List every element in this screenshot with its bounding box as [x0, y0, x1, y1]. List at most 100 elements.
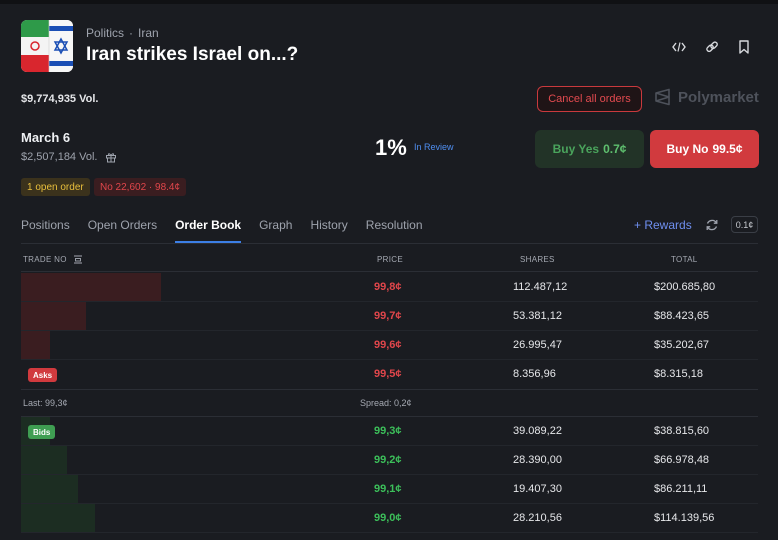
market-volume: $2,507,184 Vol.: [21, 151, 117, 163]
tab-graph[interactable]: Graph: [259, 218, 293, 232]
market-volume-value: $2,507,184 Vol.: [21, 151, 98, 163]
breadcrumb-subcategory[interactable]: Iran: [138, 26, 159, 40]
ask-price: 99,5¢: [374, 368, 402, 380]
ask-total: $35.202,67: [654, 339, 710, 351]
ask-depth-bar: [21, 273, 161, 302]
asks-badge: Asks: [28, 368, 58, 382]
row-divider: [21, 359, 758, 360]
ask-total: $88.423,65: [654, 310, 710, 322]
buy-no-button[interactable]: Buy No 99.5¢: [650, 130, 759, 168]
tab-divider: [21, 243, 758, 244]
ask-total: $8.315,18: [654, 368, 703, 380]
embed-button[interactable]: [668, 36, 690, 58]
bid-row[interactable]: 99,0¢ 28.210,56 $114.139,56: [21, 504, 758, 533]
tab-order-book[interactable]: Order Book: [175, 216, 242, 243]
ask-price: 99,6¢: [374, 339, 402, 351]
column-header-trade: TRADE NO: [23, 255, 83, 264]
ask-total: $200.685,80: [654, 281, 716, 293]
bid-depth-bar: [21, 446, 67, 475]
ask-shares: 8.356,96: [513, 368, 556, 380]
refresh-icon: [706, 219, 718, 231]
row-divider: [21, 445, 758, 446]
row-divider: [21, 474, 758, 475]
row-divider: [21, 301, 758, 302]
bid-shares: 28.390,00: [513, 454, 562, 466]
ask-row[interactable]: 99,7¢ 53.381,12 $88.423,65: [21, 302, 758, 331]
bid-depth-bar: [21, 475, 78, 504]
buy-no-label: Buy No: [666, 142, 709, 156]
bid-shares: 28.210,56: [513, 512, 562, 524]
last-price: Last: 99,3¢: [23, 398, 68, 408]
tab-open-orders[interactable]: Open Orders: [87, 218, 158, 232]
bid-shares: 19.407,30: [513, 483, 562, 495]
buy-yes-price: 0.7¢: [603, 142, 627, 156]
brand-name: Polymarket: [678, 88, 759, 106]
bid-row[interactable]: Bids 99,3¢ 39.089,22 $38.815,60: [21, 417, 758, 446]
bid-price: 99,1¢: [374, 483, 402, 495]
buy-no-price: 99.5¢: [712, 142, 743, 156]
cancel-all-orders-button[interactable]: Cancel all orders: [537, 86, 642, 112]
filter-icon[interactable]: [73, 255, 83, 264]
spread-value: Spread: 0,2¢: [360, 398, 412, 408]
market-thumbnail: [21, 20, 73, 72]
rewards-link[interactable]: + Rewards: [634, 218, 692, 232]
ask-depth-bar: [21, 302, 86, 331]
column-header-shares: SHARES: [520, 255, 555, 264]
polymarket-logo: Polymarket: [654, 88, 759, 106]
total-volume: $9,774,935 Vol.: [21, 93, 99, 105]
ask-shares: 26.995,47: [513, 339, 562, 351]
spread-row: Last: 99,3¢ Spread: 0,2¢: [21, 389, 758, 417]
tick-size-selector[interactable]: 0.1¢: [731, 216, 758, 233]
ask-shares: 53.381,12: [513, 310, 562, 322]
open-orders-badge[interactable]: 1 open order: [21, 178, 90, 196]
code-icon: [672, 42, 686, 52]
position-badge[interactable]: No 22,602 · 98.4¢: [94, 178, 187, 196]
bid-price: 99,2¢: [374, 454, 402, 466]
ask-row[interactable]: 99,6¢ 26.995,47 $35.202,67: [21, 331, 758, 360]
breadcrumb-category[interactable]: Politics: [86, 26, 125, 40]
market-date: March 6: [21, 130, 71, 145]
tab-positions[interactable]: Positions: [21, 218, 70, 232]
outcome-probability: 1%: [375, 135, 407, 160]
bid-depth-bar: [21, 504, 95, 533]
top-border: [0, 0, 778, 4]
ask-row[interactable]: Asks 99,5¢ 8.356,96 $8.315,18: [21, 360, 758, 389]
ask-row[interactable]: 99,8¢ 112.487,12 $200.685,80: [21, 273, 758, 302]
bid-total: $38.815,60: [654, 425, 710, 437]
bids-badge: Bids: [28, 425, 56, 439]
ask-shares: 112.487,12: [513, 281, 568, 293]
bid-row[interactable]: 99,1¢ 19.407,30 $86.211,11: [21, 475, 758, 504]
breadcrumb-separator: ·: [129, 26, 134, 40]
bid-total: $86.211,11: [654, 483, 708, 495]
header-divider: [21, 271, 758, 272]
tab-bar: Positions Open Orders Order Book Graph H…: [21, 216, 441, 243]
tab-resolution[interactable]: Resolution: [365, 218, 423, 232]
column-header-price: PRICE: [377, 255, 403, 264]
buy-yes-label: Buy Yes: [552, 142, 600, 156]
refresh-button[interactable]: [705, 218, 721, 234]
breadcrumb: Politics · Iran: [86, 26, 159, 40]
row-divider: [21, 532, 758, 533]
ask-depth-bar: [21, 331, 50, 360]
bid-shares: 39.089,22: [513, 425, 562, 437]
page-title: Iran strikes Israel on...?: [86, 44, 299, 65]
gift-icon[interactable]: [105, 151, 117, 163]
bid-total: $114.139,56: [654, 512, 715, 524]
bid-price: 99,3¢: [374, 425, 402, 437]
column-header-trade-label: TRADE NO: [23, 255, 67, 264]
polymarket-icon: [655, 88, 670, 106]
row-divider: [21, 503, 758, 504]
bid-price: 99,0¢: [374, 512, 402, 524]
bid-row[interactable]: 99,2¢ 28.390,00 $66.978,48: [21, 446, 758, 475]
review-status: In Review: [414, 142, 454, 152]
link-icon: [706, 41, 718, 53]
buy-yes-button[interactable]: Buy Yes 0.7¢: [535, 130, 644, 168]
ask-price: 99,8¢: [374, 281, 402, 293]
bookmark-icon: [739, 40, 749, 54]
column-header-total: TOTAL: [671, 255, 698, 264]
tab-history[interactable]: History: [310, 218, 348, 232]
bookmark-button[interactable]: [733, 36, 755, 58]
bid-total: $66.978,48: [654, 454, 710, 466]
row-divider: [21, 330, 758, 331]
copy-link-button[interactable]: [701, 36, 723, 58]
